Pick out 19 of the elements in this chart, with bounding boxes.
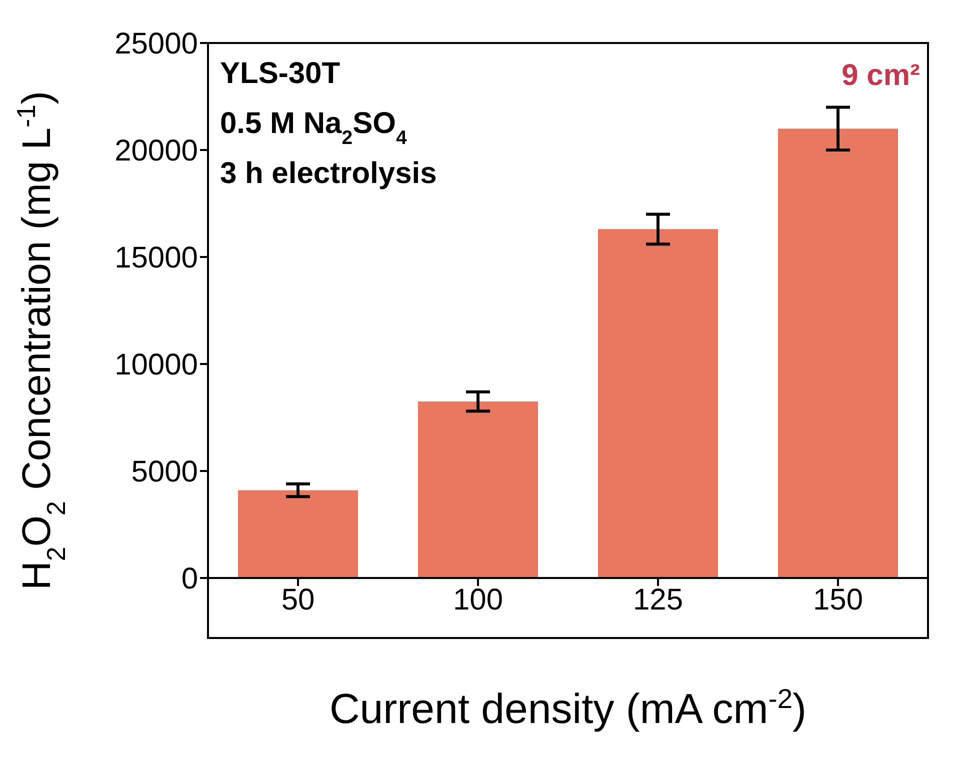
annotation: 0.5 M Na$_{2}$SO$_{4}$ — [220, 107, 407, 149]
bar — [418, 401, 538, 578]
x-tick-label: 125 — [632, 583, 684, 616]
y-tick-label: 0 — [181, 562, 198, 596]
x-tick-label: 150 — [812, 583, 864, 616]
x-tick-label: 50 — [281, 583, 315, 616]
y-tick-label: 5000 — [131, 456, 198, 489]
y-tick-label: 25000 — [114, 28, 198, 61]
bar — [238, 490, 358, 578]
annotation: 3 h electrolysis — [220, 157, 437, 190]
annotation: YLS-30T — [220, 57, 340, 90]
bar — [598, 229, 718, 578]
y-tick-label: 15000 — [114, 242, 198, 275]
x-axis-title: Current density (mA cm$^{-2}$) — [329, 682, 807, 732]
bar — [778, 128, 898, 578]
y-tick-label: 20000 — [114, 134, 198, 168]
annotation: 9 cm² — [842, 59, 920, 92]
x-tick-label: 100 — [452, 583, 504, 616]
y-tick-label: 10000 — [114, 348, 198, 382]
